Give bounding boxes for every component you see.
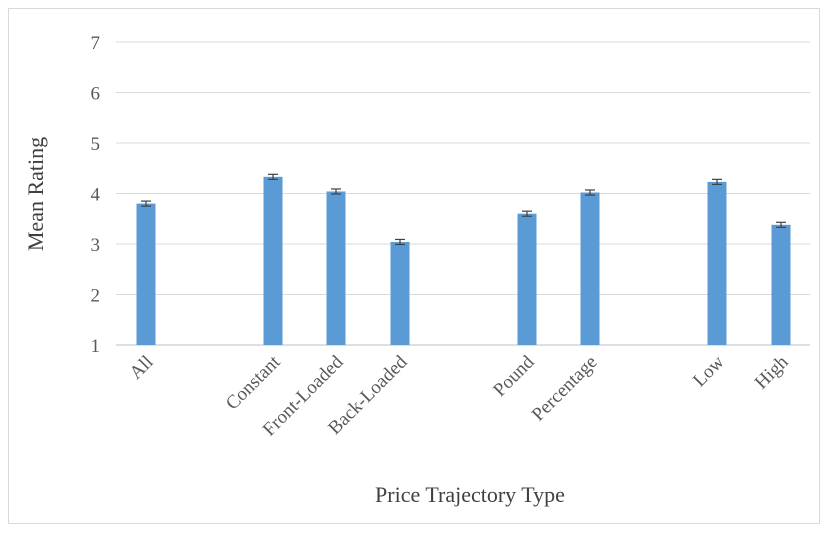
y-tick-label: 1 bbox=[91, 336, 101, 357]
bar-front-loaded bbox=[326, 191, 346, 345]
y-tick-labels: 1 2 3 4 5 6 7 bbox=[91, 33, 101, 357]
y-tick-label: 5 bbox=[91, 134, 101, 155]
bar-constant bbox=[263, 176, 283, 345]
x-tick-label: Low bbox=[689, 351, 729, 391]
bar-low bbox=[707, 181, 727, 345]
bar-high bbox=[771, 224, 791, 345]
error-bar bbox=[395, 238, 405, 246]
error-bar bbox=[268, 173, 278, 180]
bar-back-loaded bbox=[390, 241, 410, 345]
y-tick-label: 2 bbox=[91, 286, 101, 307]
y-tick-label: 7 bbox=[91, 33, 101, 54]
x-tick-label: High bbox=[751, 351, 793, 393]
error-bar bbox=[712, 178, 722, 186]
bar-pound bbox=[517, 213, 537, 345]
error-bar bbox=[776, 221, 786, 228]
error-bars bbox=[141, 173, 786, 246]
error-bar bbox=[522, 210, 532, 217]
x-tick-label: Percentage bbox=[528, 352, 602, 426]
y-tick-label: 6 bbox=[91, 84, 101, 105]
y-axis-title: Mean Rating bbox=[23, 137, 48, 251]
y-tick-label: 4 bbox=[91, 185, 101, 206]
x-tick-label: Constant bbox=[222, 351, 285, 414]
x-tick-label: Pound bbox=[489, 351, 539, 401]
bars bbox=[136, 176, 791, 345]
y-tick-label: 3 bbox=[91, 235, 101, 256]
error-bar bbox=[141, 200, 151, 207]
bar-all bbox=[136, 203, 156, 345]
error-bar bbox=[331, 188, 341, 195]
bar-percentage bbox=[580, 192, 600, 345]
x-axis-title: Price Trajectory Type bbox=[375, 482, 565, 507]
error-bar bbox=[585, 189, 595, 196]
x-tick-label: All bbox=[126, 352, 158, 384]
gridlines bbox=[116, 41, 810, 346]
